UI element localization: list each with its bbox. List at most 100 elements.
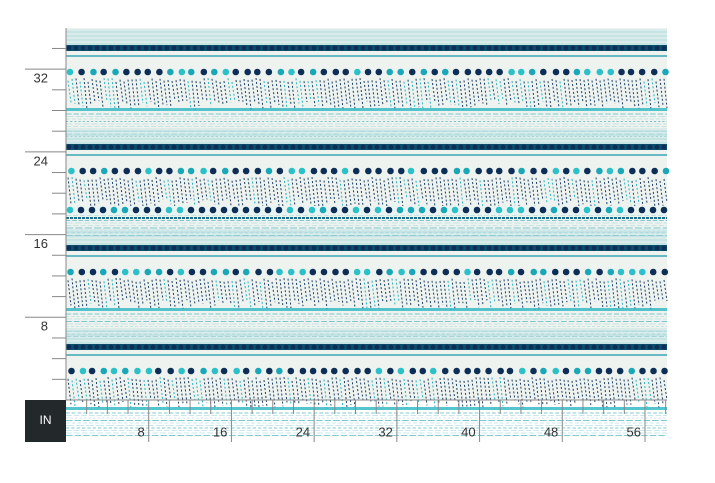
fabric-dot bbox=[145, 367, 153, 375]
fabric-streak bbox=[279, 279, 284, 308]
fabric-dot bbox=[551, 268, 559, 276]
fabric-streak bbox=[347, 179, 352, 206]
fabric-dot bbox=[77, 206, 85, 214]
fabric-streak bbox=[495, 380, 500, 402]
fabric-streak bbox=[115, 278, 120, 309]
fabric-dot bbox=[388, 245, 394, 251]
fabric-dot bbox=[493, 144, 499, 150]
fabric-dot bbox=[521, 45, 527, 51]
fabric-dot bbox=[409, 144, 415, 150]
fabric-dot bbox=[430, 268, 438, 276]
fabric-dot bbox=[342, 68, 350, 76]
fabric-streak bbox=[603, 178, 608, 205]
fabric-streak bbox=[591, 281, 596, 302]
fabric-dot bbox=[178, 45, 184, 51]
fabric-dot bbox=[122, 144, 128, 150]
fabric-dot bbox=[277, 68, 285, 76]
fabric-streak bbox=[231, 281, 236, 310]
fabric-dot bbox=[552, 367, 560, 375]
fabric-dot bbox=[94, 344, 100, 350]
fabric-streak bbox=[359, 78, 364, 109]
fabric-dot bbox=[500, 245, 506, 251]
fabric-streak bbox=[135, 281, 140, 308]
fabric-dot bbox=[150, 144, 156, 150]
fabric-streak bbox=[655, 281, 660, 302]
fabric-streak bbox=[447, 80, 452, 105]
fabric-dot bbox=[572, 206, 580, 214]
fabric-streak bbox=[639, 280, 644, 307]
fabric-streak bbox=[663, 380, 668, 401]
fabric-streak bbox=[283, 278, 288, 308]
fabric-dot bbox=[606, 167, 614, 175]
fabric-dot bbox=[363, 206, 371, 214]
fabric-streak bbox=[467, 78, 472, 108]
fabric-dot bbox=[561, 206, 569, 214]
fabric-streak bbox=[419, 78, 424, 110]
fabric-streak bbox=[147, 178, 152, 204]
fabric-streak bbox=[207, 281, 212, 310]
fabric-dot bbox=[540, 268, 547, 276]
fabric-dot bbox=[640, 45, 646, 51]
fabric-dot bbox=[254, 167, 262, 175]
fabric-streak bbox=[423, 178, 428, 205]
fabric-streak bbox=[71, 78, 76, 104]
fabric-dot bbox=[221, 167, 229, 175]
fabric-dot bbox=[535, 245, 541, 251]
fabric-dot bbox=[570, 45, 576, 51]
fabric-dot bbox=[640, 245, 646, 251]
fabric-dot bbox=[94, 45, 100, 51]
fabric-dot bbox=[299, 268, 306, 276]
fabric-streak bbox=[115, 81, 120, 110]
fabric-dot bbox=[528, 206, 536, 214]
fabric-dot bbox=[452, 68, 460, 76]
fabric-dot bbox=[88, 367, 96, 375]
fabric-dot bbox=[563, 45, 569, 51]
fabric-dot bbox=[495, 206, 503, 214]
fabric-streak bbox=[343, 78, 348, 105]
fabric-streak bbox=[247, 281, 252, 309]
fabric-dot bbox=[241, 344, 247, 350]
fabric-streak bbox=[571, 280, 576, 310]
fabric-dot bbox=[89, 268, 97, 276]
fabric-dot bbox=[288, 68, 295, 76]
fabric-dot bbox=[192, 245, 198, 251]
fabric-streak bbox=[291, 178, 296, 207]
fabric-streak bbox=[455, 79, 460, 107]
fabric-dot bbox=[462, 206, 470, 214]
fabric-dot bbox=[171, 245, 177, 251]
fabric-dot bbox=[408, 268, 416, 276]
fabric-streak bbox=[459, 81, 464, 110]
fabric-dot bbox=[430, 144, 436, 150]
fabric-streak bbox=[299, 80, 304, 108]
fabric-dot bbox=[283, 45, 289, 51]
fabric-streak bbox=[611, 79, 616, 104]
fabric-dot bbox=[290, 344, 296, 350]
fabric-streak bbox=[483, 279, 488, 301]
fabric-streak bbox=[163, 378, 168, 407]
fabric-dot bbox=[178, 367, 185, 375]
fabric-streak bbox=[647, 79, 652, 110]
fabric-streak bbox=[567, 380, 572, 407]
fabric-dot bbox=[584, 268, 592, 276]
fabric-streak bbox=[603, 281, 608, 307]
fabric-dot bbox=[486, 268, 493, 276]
fabric-dot bbox=[485, 367, 492, 375]
fabric-streak bbox=[379, 78, 384, 107]
fabric-streak bbox=[371, 176, 376, 202]
fabric-streak bbox=[115, 179, 120, 208]
fabric-streak bbox=[659, 377, 664, 405]
fabric-dot bbox=[269, 245, 275, 251]
fabric-streak bbox=[447, 179, 452, 208]
fabric-dot bbox=[577, 344, 583, 350]
fabric-dot bbox=[241, 144, 247, 150]
fabric-dot bbox=[66, 344, 72, 350]
fabric-dot bbox=[87, 344, 93, 350]
fabric-streak bbox=[247, 377, 252, 408]
fabric-dot bbox=[112, 68, 119, 76]
fabric-dot bbox=[647, 245, 653, 251]
fabric-streak bbox=[347, 80, 352, 110]
fabric-dot bbox=[437, 45, 443, 51]
fabric-streak bbox=[215, 178, 220, 207]
fabric-streak bbox=[599, 380, 604, 409]
fabric-dot bbox=[451, 245, 457, 251]
